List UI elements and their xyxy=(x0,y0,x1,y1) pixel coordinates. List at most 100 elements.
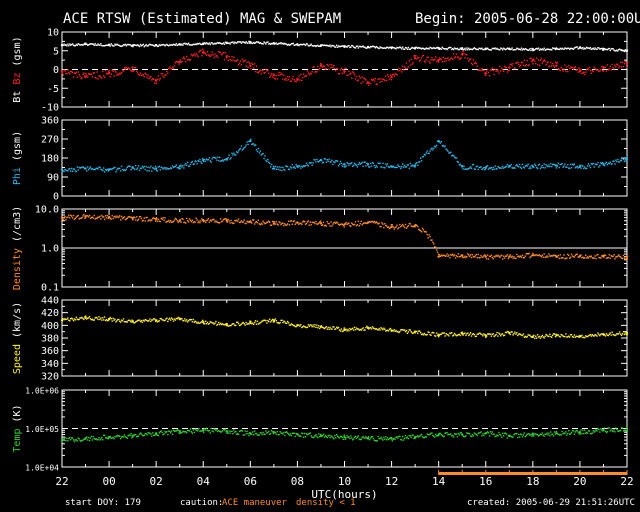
data-point-mag-bt xyxy=(145,43,147,46)
data-point-mag-bz xyxy=(497,70,499,72)
data-point-temp-temp xyxy=(440,434,443,436)
data-point-mag-bz xyxy=(568,65,570,67)
data-point-temp-temp xyxy=(284,434,286,437)
data-point-phi-phi xyxy=(146,169,148,172)
data-point-mag-bz xyxy=(457,56,460,58)
data-point-speed-speed xyxy=(619,333,622,335)
data-point-speed-speed xyxy=(68,319,70,321)
data-point-mag-bz xyxy=(406,67,409,70)
data-point-mag-bt xyxy=(441,46,444,48)
data-point-temp-temp xyxy=(460,431,462,434)
data-point-speed-speed xyxy=(240,323,243,325)
data-point-temp-temp xyxy=(160,430,162,432)
data-point-speed-speed xyxy=(613,334,615,336)
data-point-density-density xyxy=(107,217,110,220)
data-point-mag-bt xyxy=(71,43,74,45)
data-point-temp-temp xyxy=(173,430,176,433)
data-point-density-density xyxy=(617,255,619,257)
data-point-speed-speed xyxy=(484,334,486,336)
data-point-phi-phi xyxy=(72,168,75,170)
data-point-density-density xyxy=(589,256,592,258)
data-point-mag-bt xyxy=(307,45,310,47)
data-point-phi-phi xyxy=(234,154,236,156)
data-point-mag-bz xyxy=(178,63,180,65)
data-point-mag-bz xyxy=(333,64,335,67)
data-point-density-density xyxy=(330,221,332,223)
data-point-temp-temp xyxy=(432,434,434,437)
data-point-speed-speed xyxy=(582,336,584,339)
data-point-mag-bz xyxy=(346,74,348,76)
data-point-mag-bt xyxy=(99,44,101,47)
series-marker-phi-phi xyxy=(625,157,629,161)
data-point-density-density xyxy=(343,226,345,228)
data-point-mag-bt xyxy=(425,47,427,49)
data-point-phi-phi xyxy=(513,166,515,169)
data-point-density-density xyxy=(540,255,543,258)
data-point-mag-bt xyxy=(257,41,260,43)
data-point-speed-speed xyxy=(204,320,207,322)
data-point-speed-speed xyxy=(147,320,149,322)
data-point-phi-phi xyxy=(317,160,319,163)
data-point-density-density xyxy=(92,217,95,219)
series-marker-mag-bt xyxy=(484,47,487,51)
data-point-density-density xyxy=(63,217,65,219)
data-point-temp-temp xyxy=(287,433,290,435)
data-point-phi-phi xyxy=(235,154,237,156)
data-point-speed-speed xyxy=(596,335,598,337)
data-point-density-density xyxy=(136,219,139,222)
data-point-mag-bt xyxy=(163,44,165,46)
data-point-speed-speed xyxy=(448,335,450,337)
data-point-density-density xyxy=(293,220,295,222)
series-marker-speed-speed xyxy=(602,333,605,336)
ytick-label-speed: 400 xyxy=(41,321,59,332)
data-point-phi-phi xyxy=(624,159,627,161)
data-point-mag-bt xyxy=(562,48,564,50)
data-point-mag-bt xyxy=(398,46,400,49)
data-point-density-density xyxy=(340,223,343,225)
data-point-mag-bt xyxy=(376,46,378,49)
data-point-temp-temp xyxy=(568,429,570,432)
data-point-mag-bz xyxy=(292,75,294,78)
data-point-temp-temp xyxy=(537,435,540,437)
series-marker-mag-bz xyxy=(508,66,511,69)
data-point-mag-bt xyxy=(519,49,522,51)
data-point-speed-speed xyxy=(160,318,162,320)
data-point-density-density xyxy=(128,215,130,218)
data-point-speed-speed xyxy=(584,336,586,339)
data-point-phi-phi xyxy=(521,163,524,166)
data-point-speed-speed xyxy=(113,319,115,321)
data-point-mag-bz xyxy=(166,70,168,73)
data-point-density-density xyxy=(98,216,100,218)
data-point-phi-phi xyxy=(139,167,142,170)
data-point-temp-temp xyxy=(277,433,279,436)
data-point-density-density xyxy=(201,218,203,220)
data-point-temp-temp xyxy=(199,430,201,433)
data-point-mag-bt xyxy=(233,42,235,45)
data-point-phi-phi xyxy=(452,155,455,157)
data-point-phi-phi xyxy=(438,141,441,143)
data-point-density-density xyxy=(291,223,294,225)
data-point-temp-temp xyxy=(572,430,575,432)
data-point-phi-phi xyxy=(140,167,143,169)
data-point-mag-bz xyxy=(80,77,82,80)
data-point-mag-bz xyxy=(455,53,458,55)
data-point-speed-speed xyxy=(148,319,150,322)
data-point-density-density xyxy=(252,219,255,221)
data-point-temp-temp xyxy=(175,430,178,432)
data-point-temp-temp xyxy=(464,435,466,438)
data-point-mag-bz xyxy=(97,78,99,80)
data-point-mag-bt xyxy=(168,45,170,47)
data-point-phi-phi xyxy=(326,158,328,161)
series-marker-temp-temp xyxy=(366,437,370,440)
data-point-temp-temp xyxy=(536,434,539,436)
data-point-temp-temp xyxy=(560,434,562,436)
data-point-temp-temp xyxy=(498,431,500,434)
data-point-mag-bt xyxy=(352,45,354,47)
data-point-density-density xyxy=(501,254,503,256)
data-point-mag-bz xyxy=(549,65,551,67)
data-point-phi-phi xyxy=(191,160,194,163)
data-point-density-density xyxy=(137,218,140,220)
data-point-mag-bz xyxy=(327,65,329,67)
data-point-phi-phi xyxy=(591,163,594,165)
data-point-density-density xyxy=(163,219,165,221)
